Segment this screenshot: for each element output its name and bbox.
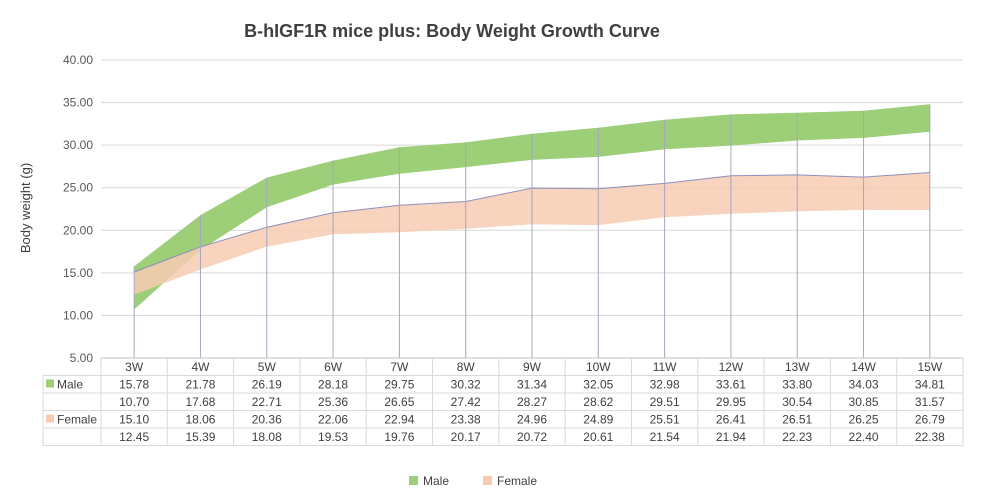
table-cell-value: 24.89 xyxy=(583,413,613,427)
table-cell-value: 26.65 xyxy=(384,395,414,409)
table-cell-value: 15.39 xyxy=(185,430,215,444)
data-table: 3W 4W 5W 6W 7W 8W 9W 10W 11W 12W 13W 14W 15W Male 15.7… xyxy=(42,357,964,446)
table-cell-value: 20.17 xyxy=(451,430,481,444)
x-tick-label: 10W xyxy=(586,360,611,374)
table-cell-value: 20.61 xyxy=(583,430,613,444)
category-gridlines xyxy=(133,104,931,358)
legend-label-male: Male xyxy=(423,474,449,488)
y-axis-label: Body weight (g) xyxy=(18,163,33,253)
table-cell-value: 30.85 xyxy=(849,395,879,409)
table-cell-value: 22.23 xyxy=(782,430,812,444)
table-cell-value: 28.27 xyxy=(517,395,547,409)
table-cell-value: 31.34 xyxy=(517,378,547,392)
legend-label-female: Female xyxy=(497,474,537,488)
y-tick-label: 40.00 xyxy=(63,53,93,67)
table-cell-value: 21.94 xyxy=(716,430,746,444)
table-cell-value: 33.61 xyxy=(716,378,746,392)
x-tick-label: 9W xyxy=(523,360,542,374)
table-cell-value: 20.36 xyxy=(252,413,282,427)
table-cell-value: 32.98 xyxy=(650,378,680,392)
x-tick-label: 4W xyxy=(191,360,210,374)
table-cell-value: 18.08 xyxy=(252,430,282,444)
table-cell-value: 29.95 xyxy=(716,395,746,409)
y-tick-label: 30.00 xyxy=(63,138,93,152)
x-tick-label: 3W xyxy=(125,360,144,374)
table-cell-value: 26.41 xyxy=(716,413,746,427)
y-tick-label: 5.00 xyxy=(70,351,94,365)
y-tick-labels: 40.00 35.00 30.00 25.00 20.00 15.00 10.00 5.00 xyxy=(63,53,93,365)
table-cell-value: 19.76 xyxy=(384,430,414,444)
table-cell-value: 34.81 xyxy=(915,378,945,392)
x-tick-label: 6W xyxy=(324,360,343,374)
table-legend-key xyxy=(46,379,54,388)
table-cell-value: 26.51 xyxy=(782,413,812,427)
table-row-label: Female xyxy=(57,413,97,427)
chart-title: B-hIGF1R mice plus: Body Weight Growth C… xyxy=(244,21,660,41)
table-cell-value: 22.38 xyxy=(915,430,945,444)
table-cell-value: 24.96 xyxy=(517,413,547,427)
table-cell-value: 18.06 xyxy=(185,413,215,427)
x-tick-label: 15W xyxy=(918,360,943,374)
table-cell-value: 30.54 xyxy=(782,395,812,409)
table-cell-value: 15.10 xyxy=(119,413,149,427)
table-cell-value: 28.62 xyxy=(583,395,613,409)
y-tick-label: 25.00 xyxy=(63,181,93,195)
table-cell-value: 25.36 xyxy=(318,395,348,409)
table-cell-value: 10.70 xyxy=(119,395,149,409)
x-tick-label: 12W xyxy=(719,360,744,374)
table-cell-value: 30.32 xyxy=(451,378,481,392)
table-cell-value: 19.53 xyxy=(318,430,348,444)
table-cell-value: 12.45 xyxy=(119,430,149,444)
y-tick-label: 15.00 xyxy=(63,266,93,280)
table-cell-value: 21.54 xyxy=(650,430,680,444)
table-cell-value: 22.94 xyxy=(384,413,414,427)
table-cell-value: 31.57 xyxy=(915,395,945,409)
table-cell-value: 34.03 xyxy=(849,378,879,392)
table-cell-value: 26.25 xyxy=(849,413,879,427)
legend-swatch-male xyxy=(409,476,418,485)
legend-swatch-female xyxy=(483,476,492,485)
table-cell-value: 23.38 xyxy=(451,413,481,427)
table-cell-value: 28.18 xyxy=(318,378,348,392)
y-tick-label: 20.00 xyxy=(63,223,93,237)
table-cell-value: 27.42 xyxy=(451,395,481,409)
x-tick-label: 7W xyxy=(390,360,409,374)
table-row-label: Male xyxy=(57,378,83,392)
table-cell-value: 22.71 xyxy=(252,395,282,409)
table-cell-value: 15.78 xyxy=(119,378,149,392)
table-cell-value: 22.06 xyxy=(318,413,348,427)
table-cell-value: 17.68 xyxy=(185,395,215,409)
table-legend-key xyxy=(46,414,54,423)
table-cell-value: 26.79 xyxy=(915,413,945,427)
x-tick-label: 13W xyxy=(785,360,810,374)
table-cell-value: 32.05 xyxy=(583,378,613,392)
table-cell-value: 22.40 xyxy=(849,430,879,444)
x-tick-label: 11W xyxy=(653,360,677,374)
table-cell-value: 33.80 xyxy=(782,378,812,392)
y-tick-label: 10.00 xyxy=(63,308,93,322)
x-tick-label: 5W xyxy=(258,360,277,374)
table-cell-value: 20.72 xyxy=(517,430,547,444)
table-cell-value: 29.75 xyxy=(384,378,414,392)
legend: Male Female xyxy=(409,474,537,488)
table-cell-value: 25.51 xyxy=(650,413,680,427)
table-cell-value: 26.19 xyxy=(252,378,282,392)
x-tick-label: 14W xyxy=(851,360,876,374)
x-tick-label: 8W xyxy=(457,360,476,374)
table-cell-value: 29.51 xyxy=(650,395,680,409)
table-cell-value: 21.78 xyxy=(185,378,215,392)
y-tick-label: 35.00 xyxy=(63,96,93,110)
